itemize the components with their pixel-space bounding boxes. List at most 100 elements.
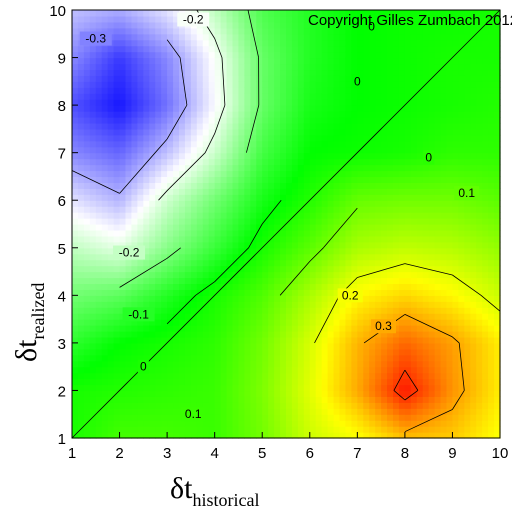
heatmap-cell — [89, 170, 97, 178]
heatmap-cell — [113, 188, 121, 195]
heatmap-cell — [398, 176, 406, 183]
heatmap-cell — [77, 378, 85, 386]
heatmap-cell — [101, 277, 109, 285]
heatmap-cell — [381, 313, 388, 320]
heatmap-cell — [196, 158, 204, 166]
heatmap-cell — [268, 414, 275, 421]
heatmap-cell — [137, 414, 144, 421]
heatmap-cell — [89, 319, 97, 326]
heatmap-cell — [190, 140, 198, 148]
heatmap-cell — [476, 283, 483, 290]
heatmap-cell — [327, 146, 335, 154]
heatmap-cell — [161, 218, 168, 225]
heatmap-cell — [202, 224, 210, 231]
heatmap-cell — [274, 253, 281, 261]
heatmap-cell — [226, 301, 234, 308]
heatmap-cell — [89, 122, 97, 130]
heatmap-cell — [339, 218, 347, 225]
heatmap-cell — [482, 342, 489, 350]
heatmap-cell — [179, 81, 186, 88]
heatmap-cell — [309, 69, 317, 76]
heatmap-cell — [101, 170, 109, 178]
heatmap-cell — [184, 372, 192, 380]
heatmap-cell — [268, 15, 275, 23]
heatmap-cell — [113, 301, 121, 308]
heatmap-cell — [369, 128, 376, 136]
heatmap-cell — [452, 289, 459, 296]
heatmap-cell — [393, 426, 400, 433]
heatmap-cell — [458, 301, 465, 308]
heatmap-cell — [476, 354, 483, 362]
heatmap-cell — [470, 432, 477, 439]
heatmap-cell — [381, 402, 388, 409]
heatmap-cell — [416, 313, 424, 320]
heatmap-cell — [345, 105, 352, 112]
heatmap-cell — [315, 111, 323, 118]
heatmap-cell — [309, 265, 317, 273]
heatmap-cell — [393, 27, 400, 35]
heatmap-cell — [321, 372, 329, 380]
heatmap-cell — [398, 247, 406, 255]
heatmap-cell — [161, 396, 168, 403]
heatmap-cell — [214, 152, 222, 160]
heatmap-cell — [327, 283, 335, 290]
heatmap-cell — [101, 289, 109, 296]
heatmap-cell — [268, 194, 275, 201]
heatmap-cell — [179, 432, 186, 439]
heatmap-cell — [89, 194, 97, 201]
heatmap-cell — [244, 253, 251, 261]
heatmap-cell — [173, 354, 180, 362]
heatmap-cell — [434, 259, 442, 267]
heatmap-cell — [179, 212, 186, 219]
heatmap-cell — [226, 27, 234, 35]
heatmap-cell — [458, 63, 465, 71]
heatmap-cell — [256, 164, 263, 172]
heatmap-cell — [315, 69, 323, 76]
heatmap-cell — [256, 235, 263, 243]
heatmap-cell — [149, 259, 156, 267]
heatmap-cell — [238, 27, 245, 35]
heatmap-cell — [107, 396, 115, 403]
heatmap-cell — [184, 378, 192, 386]
heatmap-cell — [137, 426, 144, 433]
heatmap-cell — [470, 319, 477, 326]
heatmap-cell — [208, 57, 216, 65]
heatmap-cell — [452, 122, 459, 130]
heatmap-cell — [220, 57, 228, 65]
heatmap-cell — [470, 140, 477, 148]
heatmap-cell — [268, 235, 275, 243]
heatmap-cell — [72, 372, 79, 380]
heatmap-cell — [357, 111, 364, 118]
heatmap-cell — [416, 277, 424, 285]
heatmap-cell — [149, 140, 156, 148]
heatmap-cell — [125, 426, 133, 433]
heatmap-cell — [321, 176, 329, 183]
heatmap-cell — [113, 325, 121, 332]
heatmap-cell — [274, 176, 281, 183]
heatmap-cell — [167, 176, 174, 183]
heatmap-cell — [434, 45, 442, 53]
heatmap-cell — [375, 21, 382, 29]
heatmap-cell — [208, 420, 216, 427]
heatmap-cell — [226, 81, 234, 88]
heatmap-cell — [291, 194, 299, 201]
heatmap-cell — [297, 57, 305, 65]
heatmap-cell — [458, 146, 465, 154]
heatmap-cell — [446, 348, 454, 356]
heatmap-cell — [375, 63, 382, 71]
heatmap-cell — [321, 75, 329, 82]
heatmap-cell — [184, 75, 192, 82]
heatmap-cell — [440, 420, 448, 427]
heatmap-cell — [315, 218, 323, 225]
heatmap-cell — [482, 283, 489, 290]
heatmap-cell — [398, 57, 406, 65]
heatmap-cell — [179, 271, 186, 279]
heatmap-cell — [303, 122, 311, 130]
heatmap-cell — [351, 206, 358, 213]
heatmap-cell — [202, 69, 210, 76]
heatmap-cell — [268, 354, 275, 362]
heatmap-cell — [363, 253, 370, 261]
heatmap-cell — [422, 87, 430, 94]
heatmap-cell — [286, 224, 293, 231]
heatmap-cell — [297, 224, 305, 231]
